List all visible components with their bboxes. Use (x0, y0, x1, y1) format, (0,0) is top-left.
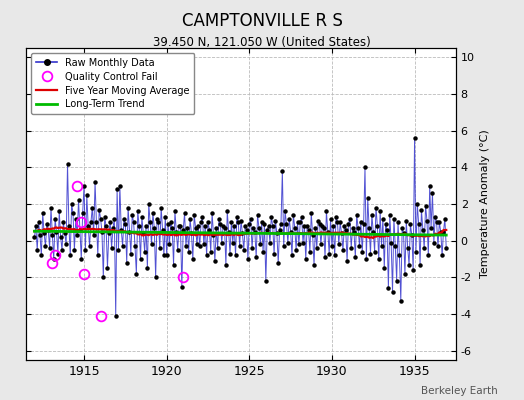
Y-axis label: Temperature Anomaly (°C): Temperature Anomaly (°C) (481, 130, 490, 278)
Text: Berkeley Earth: Berkeley Earth (421, 386, 498, 396)
Text: CAMPTONVILLE R S: CAMPTONVILLE R S (181, 12, 343, 30)
Text: 39.450 N, 121.050 W (United States): 39.450 N, 121.050 W (United States) (153, 36, 371, 49)
Legend: Raw Monthly Data, Quality Control Fail, Five Year Moving Average, Long-Term Tren: Raw Monthly Data, Quality Control Fail, … (31, 53, 194, 114)
